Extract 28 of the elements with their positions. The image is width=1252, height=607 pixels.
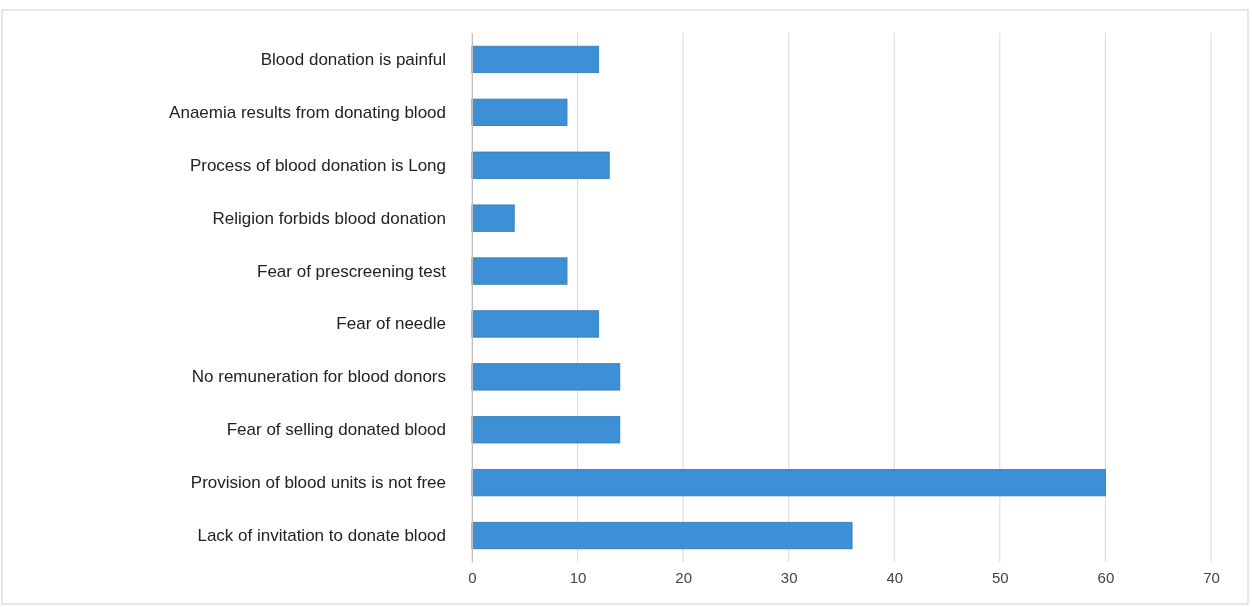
y-tick-label: Fear of needle (336, 314, 446, 334)
bar (471, 204, 515, 232)
y-tick-label: Lack of invitation to donate blood (197, 525, 446, 545)
y-tick-label: Process of blood donation is Long (189, 155, 446, 175)
y-tick-label: Anaemia results from donating blood (169, 102, 446, 122)
bar (471, 363, 621, 391)
x-tick-label: 0 (468, 568, 477, 586)
x-tick-label: 30 (780, 568, 798, 586)
bar (471, 45, 600, 74)
y-tick-label: Religion forbids blood donation (212, 208, 446, 228)
bar (471, 257, 568, 285)
bar (471, 310, 600, 338)
x-tick-label: 70 (1203, 568, 1220, 586)
y-tick-label: Fear of prescreening test (257, 261, 447, 281)
x-tick-label: 50 (992, 568, 1009, 586)
bar (471, 469, 1106, 497)
x-tick-label: 40 (886, 568, 904, 586)
bar (471, 521, 853, 550)
x-tick-label: 20 (675, 568, 692, 586)
y-tick-label: Provision of blood units is not free (190, 473, 446, 493)
x-tick-label: 10 (569, 568, 587, 586)
bar (471, 98, 568, 126)
bar (471, 416, 621, 444)
x-tick-label: 60 (1097, 568, 1115, 586)
bar (471, 151, 610, 179)
y-tick-label: No remuneration for blood donors (191, 367, 446, 387)
y-tick-label: Blood donation is painful (260, 49, 446, 69)
y-tick-label: Fear of selling donated blood (226, 420, 446, 440)
